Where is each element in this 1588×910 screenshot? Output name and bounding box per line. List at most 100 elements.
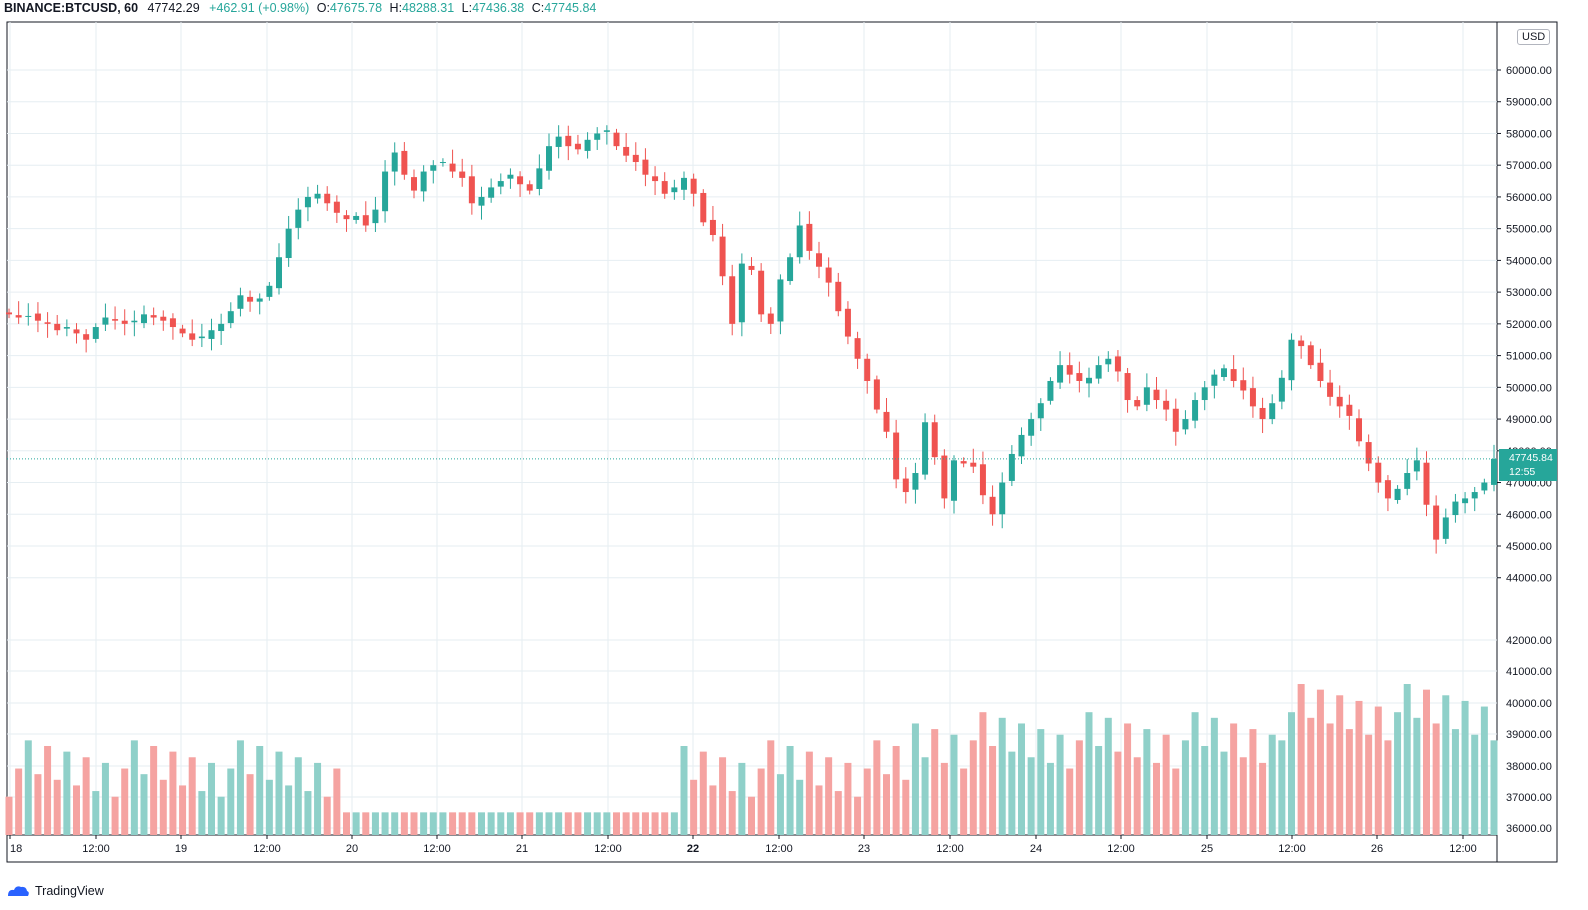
volume-bar — [294, 757, 302, 835]
volume-bar — [130, 740, 138, 835]
candle-down — [1307, 345, 1314, 366]
candle-down — [517, 176, 524, 185]
candle-down — [459, 171, 466, 178]
volume-bar — [53, 779, 61, 835]
volume-tick-label: 36000.00 — [1506, 823, 1552, 835]
candle-down — [758, 270, 765, 315]
close-label: C: — [531, 1, 545, 15]
volume-bar — [1133, 757, 1141, 835]
volume-bar — [1423, 689, 1430, 835]
candle-up — [285, 228, 292, 259]
candle-down — [83, 334, 90, 340]
candle-up — [131, 320, 138, 323]
time-tick-label: 23 — [858, 843, 870, 855]
candle-up — [198, 336, 205, 339]
candle-down — [6, 312, 12, 315]
candle-up — [420, 171, 427, 192]
candle-down — [1259, 407, 1266, 420]
volume-bar — [564, 812, 572, 835]
volume-bar — [1201, 745, 1209, 835]
tradingview-logo[interactable]: TradingView — [6, 884, 104, 898]
volume-bar — [1066, 768, 1074, 835]
volume-bar — [92, 791, 100, 835]
volume-bar — [1143, 729, 1151, 835]
candle-up — [738, 263, 745, 323]
volume-bar — [1230, 723, 1238, 835]
volume-bar — [314, 762, 322, 835]
time-tick-label: 19 — [175, 843, 187, 855]
volume-bar — [709, 785, 717, 835]
legend-bar: BINANCE:BTCUSD, 60 47742.29 +462.91 (+0.… — [4, 1, 596, 15]
volume-bar — [960, 768, 968, 835]
volume-bar — [738, 762, 746, 835]
countdown-timer: 12:55 — [1509, 466, 1536, 478]
volume-bar — [632, 812, 640, 835]
candle-down — [1163, 400, 1170, 410]
time-tick-label: 12:00 — [765, 843, 793, 855]
open-value: 47675.78 — [329, 1, 383, 15]
volume-bar — [73, 785, 80, 835]
candle-down — [652, 176, 659, 182]
last-price: 47742.29 — [147, 1, 200, 15]
candle-up — [912, 473, 919, 490]
volume-bar — [1239, 757, 1247, 835]
volume-bar — [439, 812, 447, 835]
candle-up — [353, 215, 360, 220]
volume-tick-label: 37000.00 — [1506, 792, 1552, 804]
candle-up — [922, 422, 929, 475]
volume-bar — [429, 812, 437, 835]
candle-up — [439, 162, 446, 164]
candle-down — [1317, 362, 1324, 381]
candle-down — [835, 281, 842, 312]
volume-bar — [786, 745, 794, 835]
candle-up — [1278, 377, 1285, 402]
candle-down — [1433, 505, 1440, 540]
volume-bar — [34, 774, 42, 835]
volume-bar — [101, 762, 109, 835]
candle-up — [546, 146, 552, 171]
volume-bar — [911, 723, 919, 835]
candle-down — [893, 432, 900, 480]
tradingview-icon — [8, 886, 29, 896]
symbol-label[interactable]: BINANCE:BTCUSD, 60 — [4, 1, 139, 15]
candle-down — [333, 201, 340, 213]
volume-bar — [834, 791, 842, 835]
volume-bar — [593, 812, 601, 835]
candle-down — [854, 338, 861, 359]
volume-bar — [1326, 723, 1334, 835]
time-tick-label: 12:00 — [1278, 843, 1306, 855]
volume-bar — [950, 734, 958, 835]
price-chart[interactable]: 44000.0045000.0046000.0047000.0048000.00… — [0, 0, 1588, 880]
volume-bar — [497, 812, 505, 835]
candle-up — [237, 295, 244, 309]
volume-bar — [236, 740, 244, 835]
volume-bar — [400, 812, 408, 835]
volume-bar — [159, 779, 167, 835]
volume-bar — [902, 779, 910, 835]
volume-bar — [728, 791, 736, 835]
volume-bar — [873, 740, 881, 835]
candle-up — [372, 209, 379, 224]
volume-bar — [410, 812, 418, 835]
candle-up — [141, 314, 147, 324]
volume-bar — [555, 812, 563, 835]
volume-bar — [1403, 684, 1411, 835]
volume-bar — [1124, 723, 1132, 835]
candle-down — [729, 276, 736, 324]
candle-down — [121, 320, 128, 324]
candle-up — [1394, 488, 1401, 500]
candle-down — [1124, 373, 1131, 401]
currency-badge[interactable]: USD — [1517, 29, 1551, 45]
volume-bar — [265, 779, 273, 835]
price-tick-label: 58000.00 — [1506, 128, 1552, 140]
candle-up — [276, 257, 282, 289]
volume-bar — [1480, 706, 1488, 835]
candle-up — [92, 327, 99, 339]
candle-down — [247, 296, 254, 302]
candle-down — [362, 215, 369, 226]
candle-down — [941, 455, 948, 499]
volume-bar — [1471, 734, 1479, 835]
volume-bar — [1095, 745, 1103, 835]
time-tick-label: 12:00 — [936, 843, 964, 855]
volume-bar — [1288, 712, 1295, 835]
